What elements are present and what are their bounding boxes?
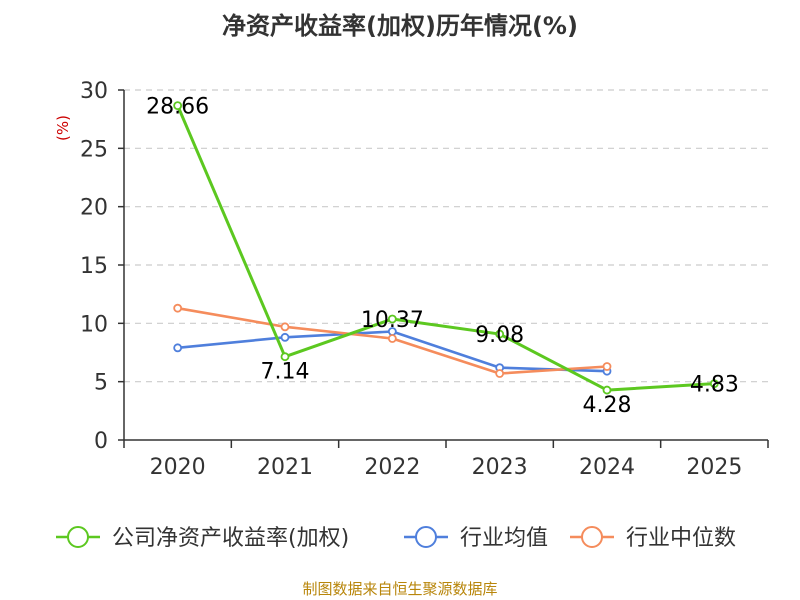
data-point xyxy=(602,385,612,395)
series-group xyxy=(173,101,719,395)
x-tick-label: 2024 xyxy=(579,455,635,480)
x-tick-label: 2023 xyxy=(472,455,528,480)
data-label: 28.66 xyxy=(146,95,209,120)
y-tick-label: 25 xyxy=(80,137,108,162)
x-tick-label: 2021 xyxy=(257,455,313,480)
legend-item[interactable]: 公司净资产收益率(加权) xyxy=(56,526,349,551)
data-point xyxy=(495,369,505,378)
y-tick-label: 0 xyxy=(94,429,108,454)
legend-item[interactable]: 行业均值 xyxy=(404,526,548,551)
legend-label: 公司净资产收益率(加权) xyxy=(112,526,349,551)
x-axis-ticks: 2020 2021 2022 2023 2024 2025 xyxy=(123,440,769,480)
legend-label: 行业中位数 xyxy=(626,526,736,551)
y-tick-label: 5 xyxy=(94,371,108,396)
y-tick-label: 15 xyxy=(80,254,108,279)
y-tick-label: 20 xyxy=(80,196,108,221)
y-tick-label: 30 xyxy=(80,79,108,104)
data-label: 7.14 xyxy=(261,360,310,385)
data-point xyxy=(387,314,397,324)
legend-label: 行业均值 xyxy=(460,526,548,551)
y-axis-unit-label: (%) xyxy=(54,115,72,141)
y-axis-ticks: 0 5 10 15 20 25 30 xyxy=(80,79,124,454)
gridlines xyxy=(124,89,768,383)
legend-marker-icon xyxy=(415,526,437,548)
series-line xyxy=(176,105,715,392)
source-note: 制图数据来自恒生聚源数据库 xyxy=(302,580,498,598)
x-tick-label: 2025 xyxy=(686,455,742,480)
data-point xyxy=(173,343,183,353)
data-point xyxy=(280,352,290,362)
legend-item[interactable]: 行业中位数 xyxy=(570,526,736,551)
data-point xyxy=(280,332,290,342)
data-point xyxy=(173,101,183,111)
legend[interactable]: 公司净资产收益率(加权) 行业均值 行业中位数 xyxy=(56,526,736,551)
data-point xyxy=(173,303,183,313)
legend-marker-icon xyxy=(581,526,603,548)
data-point xyxy=(495,329,505,339)
data-labels: 28.66 7.14 10.37 9.08 4.28 4.83 xyxy=(146,95,739,418)
x-tick-label: 2022 xyxy=(364,455,420,480)
data-point xyxy=(387,334,397,343)
data-label: 10.37 xyxy=(361,308,424,333)
y-tick-label: 10 xyxy=(80,312,108,337)
data-label: 4.28 xyxy=(583,393,632,418)
chart-title: 净资产收益率(加权)历年情况(%) xyxy=(222,12,578,40)
data-label: 9.08 xyxy=(475,323,524,348)
data-point xyxy=(602,362,612,371)
x-tick-label: 2020 xyxy=(150,455,206,480)
data-label: 4.83 xyxy=(690,373,739,398)
legend-marker-icon xyxy=(67,526,89,548)
data-point xyxy=(280,322,290,332)
data-point xyxy=(709,379,719,389)
